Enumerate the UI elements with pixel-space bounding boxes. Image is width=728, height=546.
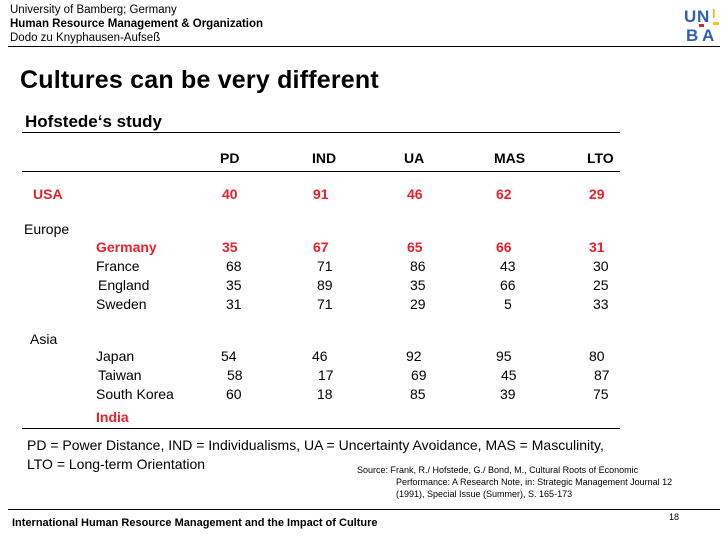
uniba-logo-icon: U N I B A (683, 5, 721, 43)
page-number: 18 (669, 512, 680, 522)
column-header-ua: UA (404, 150, 425, 166)
south-korea-ind: 18 (317, 386, 333, 402)
header-author: Dodo zu Knyphausen-Aufseß (10, 32, 161, 44)
logo-letter-u: U (684, 7, 696, 26)
germany-lto: 31 (589, 239, 605, 255)
taiwan-lto: 87 (594, 367, 610, 383)
country-india: India (96, 409, 129, 425)
sweden-ua: 29 (410, 296, 426, 312)
table-bottom-rule (22, 428, 620, 429)
england-pd: 35 (226, 277, 242, 293)
logo-letter-b: B (686, 26, 698, 43)
region-asia: Asia (30, 331, 58, 347)
country-taiwan: Taiwan (98, 367, 142, 383)
france-pd: 68 (226, 258, 242, 274)
south-korea-ua: 85 (410, 386, 426, 402)
country-england: England (98, 277, 150, 293)
source-line-2: Performance: A Research Note, in: Strate… (396, 477, 673, 487)
south-korea-lto: 75 (593, 386, 609, 402)
england-ua: 35 (410, 277, 426, 293)
taiwan-pd: 58 (227, 367, 243, 383)
sweden-pd: 31 (226, 296, 242, 312)
subtitle-rule (22, 132, 620, 133)
france-ua: 86 (410, 258, 426, 274)
header-rule (8, 46, 720, 47)
footer-course-title: International Human Resource Management … (12, 517, 378, 529)
south-korea-mas: 39 (500, 386, 516, 402)
south-korea-pd: 60 (226, 386, 242, 402)
usa-lto: 29 (589, 186, 605, 202)
slide-subtitle: Hofstede‘s study (25, 112, 162, 131)
country-japan: Japan (96, 348, 135, 364)
logo-letter-i: I (712, 6, 716, 21)
england-mas: 66 (500, 277, 516, 293)
japan-lto: 80 (589, 348, 605, 364)
england-ind: 89 (317, 277, 333, 293)
legend-line-2: LTO = Long-term Orientation (27, 456, 206, 472)
header-department: Human Resource Management & Organization (10, 18, 264, 30)
slide-title: Cultures can be very different (20, 66, 379, 94)
column-header-lto: LTO (587, 150, 614, 166)
header-university: University of Bamberg; Germany (10, 4, 177, 16)
country-sweden: Sweden (96, 296, 147, 312)
taiwan-mas: 45 (501, 367, 517, 383)
germany-ind: 67 (313, 239, 329, 255)
sweden-ind: 71 (317, 296, 333, 312)
japan-ua: 92 (406, 348, 422, 364)
germany-pd: 35 (222, 239, 238, 255)
france-lto: 30 (593, 258, 609, 274)
germany-mas: 66 (496, 239, 512, 255)
country-usa: USA (33, 186, 63, 202)
france-mas: 43 (500, 258, 516, 274)
germany-ua: 65 (407, 239, 423, 255)
usa-ind: 91 (313, 186, 329, 202)
logo-letter-n: N (697, 7, 709, 26)
table-header-rule (22, 171, 620, 172)
region-europe: Europe (24, 221, 70, 237)
france-ind: 71 (317, 258, 333, 274)
column-header-mas: MAS (494, 150, 526, 166)
column-header-pd: PD (220, 150, 240, 166)
source-line-1: Source: Frank, R./ Hofstede, G./ Bond, M… (357, 465, 639, 475)
country-france: France (96, 258, 140, 274)
japan-pd: 54 (221, 348, 237, 364)
usa-ua: 46 (407, 186, 423, 202)
source-line-3: (1991), Special Issue (Summer), S. 165-1… (396, 489, 573, 499)
logo-letter-a: A (702, 26, 714, 43)
legend-line-1: PD = Power Distance, IND = Individualism… (27, 437, 604, 453)
country-germany: Germany (96, 239, 157, 255)
sweden-lto: 33 (593, 296, 609, 312)
usa-mas: 62 (496, 186, 512, 202)
footer-rule (8, 509, 720, 510)
taiwan-ua: 69 (411, 367, 427, 383)
country-south-korea: South Korea (96, 386, 174, 402)
sweden-mas: 5 (504, 296, 512, 312)
japan-mas: 95 (496, 348, 512, 364)
japan-ind: 46 (312, 348, 328, 364)
usa-pd: 40 (222, 186, 238, 202)
taiwan-ind: 17 (318, 367, 334, 383)
column-header-ind: IND (312, 150, 337, 166)
england-lto: 25 (593, 277, 609, 293)
